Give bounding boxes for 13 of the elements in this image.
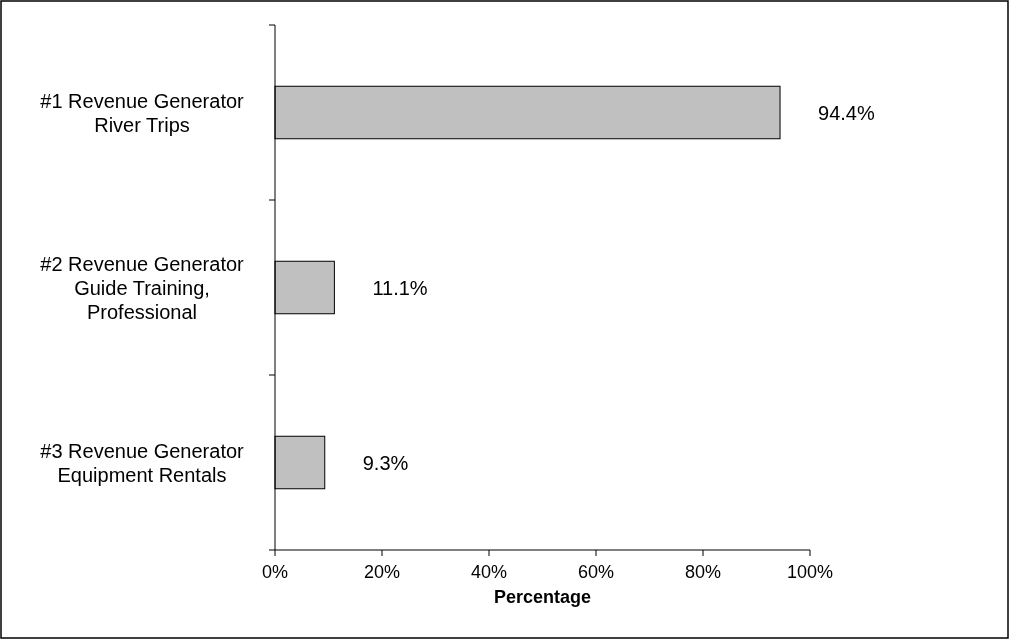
y-tick-label: #1 Revenue Generator River Trips — [40, 89, 245, 136]
y-tick-label: #3 Revenue Generator Equipment Rentals — [40, 439, 245, 486]
x-axis-title: Percentage — [493, 587, 592, 607]
x-tick-label: 60% — [577, 562, 615, 582]
data-label: 9.3% — [362, 451, 409, 474]
x-tick-label: 0% — [261, 562, 289, 582]
x-tick-label: 40% — [470, 562, 508, 582]
y-tick-label: #2 Revenue Generator Guide Training, Professional — [40, 252, 245, 323]
x-tick-label: 100% — [786, 562, 834, 582]
x-tick-label: 80% — [684, 562, 722, 582]
data-label: 94.4% — [818, 101, 875, 124]
x-tick-label: 20% — [363, 562, 401, 582]
data-label: 11.1% — [372, 276, 428, 299]
